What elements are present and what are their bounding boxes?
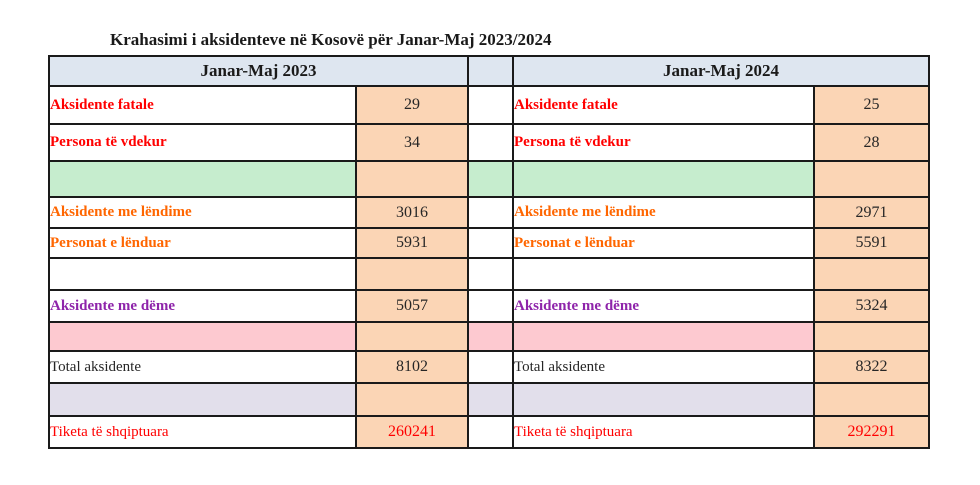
- table-row: Persona të vdekur 34 Persona të vdekur 2…: [48, 123, 930, 162]
- spacer-value-cell: [813, 321, 930, 352]
- gap-cell: [467, 123, 514, 162]
- gap-cell: [467, 415, 514, 449]
- spacer-value-cell: [355, 382, 469, 417]
- gap-cell: [467, 350, 514, 384]
- spacer-value-cell: [355, 321, 469, 352]
- value-cell: 3016: [355, 196, 469, 229]
- value-cell: 5324: [813, 289, 930, 323]
- spacer-cell: [512, 382, 815, 417]
- label-cell: Aksidente fatale: [512, 85, 815, 125]
- value-cell: 8322: [813, 350, 930, 384]
- label-cell: Tiketa të shqiptuara: [512, 415, 815, 449]
- label-cell: Persona të vdekur: [512, 123, 815, 162]
- table-row: Total aksidente 8102 Total aksidente 832…: [48, 350, 930, 384]
- label-cell: Personat e lënduar: [48, 227, 357, 259]
- header-gap-cell: [467, 55, 514, 87]
- value-cell: 5591: [813, 227, 930, 259]
- page-title: Krahasimi i aksidenteve në Kosovë për Ja…: [110, 30, 552, 49]
- label-cell: Aksidente me lëndime: [48, 196, 357, 229]
- table-row: Personat e lënduar 5931 Personat e lëndu…: [48, 227, 930, 259]
- value-cell: 25: [813, 85, 930, 125]
- gap-cell: [467, 85, 514, 125]
- label-cell: Aksidente me dëme: [512, 289, 815, 323]
- spacer-cell: [512, 160, 815, 198]
- value-cell: 34: [355, 123, 469, 162]
- gap-cell: [467, 196, 514, 229]
- gap-cell: [467, 160, 514, 198]
- value-cell: 8102: [355, 350, 469, 384]
- spacer-value-cell: [355, 257, 469, 291]
- label-cell: Total aksidente: [48, 350, 357, 384]
- spacer-cell: [48, 321, 357, 352]
- label-cell: Persona të vdekur: [48, 123, 357, 162]
- spacer-value-cell: [813, 257, 930, 291]
- spacer-row-lavender: [48, 382, 930, 417]
- spacer-cell: [512, 257, 815, 291]
- value-cell: 2971: [813, 196, 930, 229]
- value-cell: 29: [355, 85, 469, 125]
- header-2024: Janar-Maj 2024: [512, 55, 930, 87]
- gap-cell: [467, 382, 514, 417]
- spacer-row-white: [48, 257, 930, 291]
- spacer-cell: [48, 382, 357, 417]
- gap-cell: [467, 227, 514, 259]
- label-cell: Total aksidente: [512, 350, 815, 384]
- label-cell: Tiketa të shqiptuara: [48, 415, 357, 449]
- label-cell: Aksidente me lëndime: [512, 196, 815, 229]
- table-row: Aksidente fatale 29 Aksidente fatale 25: [48, 85, 930, 125]
- gap-cell: [467, 321, 514, 352]
- gap-cell: [467, 289, 514, 323]
- label-cell: Aksidente me dëme: [48, 289, 357, 323]
- spacer-cell: [512, 321, 815, 352]
- value-cell: 5057: [355, 289, 469, 323]
- comparison-table: Janar-Maj 2023 Janar-Maj 2024 Aksidente …: [48, 55, 930, 449]
- table-row: Aksidente me dëme 5057 Aksidente me dëme…: [48, 289, 930, 323]
- table-row: Tiketa të shqiptuara 260241 Tiketa të sh…: [48, 415, 930, 449]
- spacer-row-pink: [48, 321, 930, 352]
- header-2023: Janar-Maj 2023: [48, 55, 469, 87]
- spacer-value-cell: [813, 160, 930, 198]
- spacer-cell: [48, 160, 357, 198]
- value-cell: 292291: [813, 415, 930, 449]
- spacer-row-green: [48, 160, 930, 198]
- gap-cell: [467, 257, 514, 291]
- value-cell: 5931: [355, 227, 469, 259]
- value-cell: 260241: [355, 415, 469, 449]
- spacer-cell: [48, 257, 357, 291]
- table-row: Aksidente me lëndime 3016 Aksidente me l…: [48, 196, 930, 229]
- spacer-value-cell: [355, 160, 469, 198]
- label-cell: Personat e lënduar: [512, 227, 815, 259]
- header-row: Janar-Maj 2023 Janar-Maj 2024: [48, 55, 930, 87]
- value-cell: 28: [813, 123, 930, 162]
- label-cell: Aksidente fatale: [48, 85, 357, 125]
- spacer-value-cell: [813, 382, 930, 417]
